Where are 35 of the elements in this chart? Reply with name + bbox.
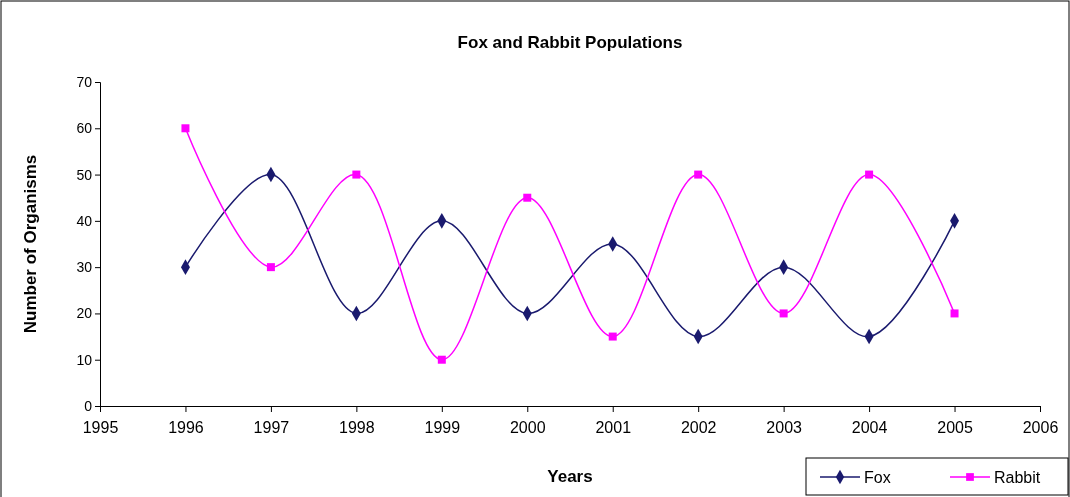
point: [865, 170, 874, 179]
y-tick-label: 20: [76, 305, 93, 322]
chart-title: Fox and Rabbit Populations: [457, 33, 683, 52]
x-tick-label: 2002: [680, 418, 717, 436]
x-tick-label: 2006: [1022, 418, 1059, 436]
x-tick-label: 1999: [424, 418, 461, 436]
x-tick-label: 2000: [509, 418, 546, 436]
y-axis-title: Number of Organisms: [21, 154, 40, 334]
x-tick-label: 1998: [339, 418, 375, 436]
legend-label: Fox: [864, 469, 891, 486]
y-tick-label: 60: [76, 120, 93, 137]
x-tick-label: 1995: [82, 418, 119, 436]
y-tick-label: 70: [76, 73, 93, 90]
legend-label: Rabbit: [994, 469, 1041, 486]
y-tick-label: 30: [76, 259, 93, 276]
point: [779, 309, 788, 318]
x-tick-label: 2001: [595, 418, 632, 436]
x-tick-label: 2005: [937, 418, 973, 436]
point: [181, 124, 190, 133]
y-tick-label: 10: [76, 351, 93, 368]
x-tick-label: 2003: [766, 418, 803, 436]
y-tick-label: 40: [76, 212, 93, 229]
point: [694, 170, 703, 179]
point: [437, 355, 446, 364]
x-axis-title: Years: [547, 467, 593, 486]
point: [352, 170, 361, 179]
x-tick-label: 1997: [253, 418, 290, 436]
point: [266, 263, 275, 272]
y-tick-label: 0: [84, 397, 93, 414]
point: [523, 193, 532, 202]
y-tick-label: 50: [76, 166, 93, 183]
point: [950, 309, 959, 318]
x-tick-label: 1996: [168, 418, 204, 436]
x-tick-label: 2004: [851, 418, 888, 436]
point: [608, 332, 617, 341]
